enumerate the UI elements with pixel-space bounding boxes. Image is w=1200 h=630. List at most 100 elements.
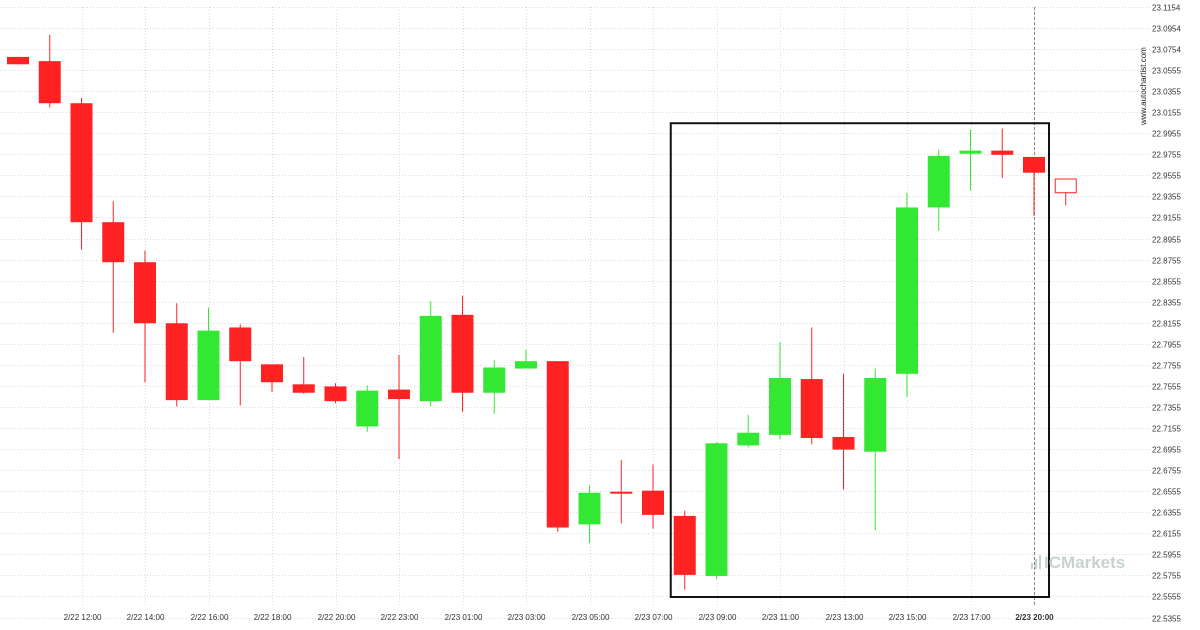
y-tick-label: 22.6555 [1152, 488, 1181, 497]
x-tick-label: 2/23 05:00 [572, 613, 610, 622]
brand-logo: ICMarkets [1031, 553, 1125, 572]
candle-body [991, 150, 1014, 155]
candle-body [959, 150, 982, 154]
y-tick-label: 22.6955 [1152, 446, 1181, 455]
y-tick-label: 22.5755 [1152, 572, 1181, 581]
x-tick-label: 2/23 03:00 [508, 613, 546, 622]
candle-body [38, 61, 61, 104]
pattern-box-layer [669, 122, 1050, 598]
candle [832, 373, 855, 490]
candle [896, 192, 918, 397]
y-tick-label: 22.9755 [1152, 151, 1181, 160]
candle-body [356, 390, 379, 427]
candle [737, 414, 760, 448]
candle [800, 327, 823, 445]
y-tick-label: 22.5955 [1152, 551, 1181, 560]
y-tick-label: 22.8955 [1152, 236, 1181, 245]
y-tick-label: 22.8355 [1152, 299, 1181, 308]
x-tick-label: 2/22 12:00 [64, 613, 102, 622]
candle-body [451, 314, 474, 393]
candle [483, 360, 506, 414]
candle-body [515, 361, 537, 369]
x-tick-label: 2/23 17:00 [953, 613, 991, 622]
candle [261, 364, 283, 392]
y-tick-label: 22.5355 [1152, 615, 1181, 624]
candle-body [546, 361, 569, 528]
candle-body [483, 367, 506, 393]
pattern-box [669, 122, 1050, 598]
candle-body [1023, 156, 1045, 173]
y-tick-label: 22.6355 [1152, 509, 1181, 518]
candle [388, 354, 410, 460]
grid-lines [0, 7, 1150, 619]
axis-labels: 23.1154 23.0954 23.0754 23.0555 23.0355 23.01… [64, 4, 1182, 624]
candle [991, 128, 1014, 178]
candle-body [927, 155, 950, 208]
candle [38, 34, 61, 108]
x-tick-label: 2/23 11:00 [762, 613, 800, 622]
candle [1023, 156, 1045, 216]
y-tick-label: 22.6755 [1152, 467, 1181, 476]
candle [165, 303, 188, 407]
candle [578, 485, 601, 544]
candle-body [705, 443, 728, 576]
x-tick-label: 2/22 16:00 [191, 613, 229, 622]
candle [769, 342, 791, 440]
x-tick-label: 2/23 07:00 [635, 613, 673, 622]
candle [70, 97, 93, 250]
candle-body [864, 378, 887, 452]
y-tick-label: 22.8155 [1152, 320, 1181, 329]
bars-icon [1031, 555, 1041, 569]
candle-body [70, 103, 93, 223]
y-tick-label: 23.0555 [1152, 67, 1181, 76]
candle-body [642, 490, 664, 515]
candle-body [229, 327, 252, 362]
candle-body [578, 492, 601, 525]
candle-body [197, 330, 220, 401]
y-tick-label: 22.8555 [1152, 278, 1181, 287]
candle [864, 368, 887, 531]
y-tick-label: 23.0155 [1152, 109, 1181, 118]
y-tick-label: 22.7955 [1152, 341, 1181, 350]
candle [927, 149, 950, 231]
candle [7, 56, 29, 65]
candle [705, 442, 728, 580]
candle-body [165, 323, 188, 401]
x-tick-label: 2/23 09:00 [699, 613, 737, 622]
y-tick-label: 22.9155 [1152, 214, 1181, 223]
candle [959, 129, 982, 191]
candle-body [134, 262, 156, 324]
candle-body [769, 378, 791, 435]
y-tick-label: 22.8755 [1152, 257, 1181, 266]
y-tick-label: 22.5555 [1152, 593, 1181, 602]
candle [134, 250, 156, 383]
candle [673, 510, 696, 590]
candles [7, 34, 1077, 590]
y-tick-label: 23.1154 [1152, 4, 1181, 13]
candle [1054, 178, 1077, 206]
candle-body [261, 364, 283, 383]
candle [419, 301, 442, 407]
candle-body [388, 389, 410, 400]
y-tick-label: 22.9555 [1152, 172, 1181, 181]
candle-body [324, 386, 347, 402]
y-tick-label: 23.0954 [1152, 25, 1181, 34]
y-tick-label: 23.0355 [1152, 88, 1181, 97]
candle [229, 324, 252, 406]
candle-body [102, 222, 125, 263]
y-tick-label: 22.6155 [1152, 530, 1181, 539]
candle [610, 460, 633, 524]
candle [546, 361, 569, 532]
x-tick-label: 2/23 13:00 [826, 613, 864, 622]
candle [642, 464, 664, 529]
x-tick-label: 2/23 20:00 [1015, 613, 1054, 622]
candle [451, 295, 474, 412]
candle-body [292, 384, 315, 393]
candle-body [7, 56, 29, 65]
y-tick-label: 22.9355 [1152, 193, 1181, 202]
x-tick-label: 2/22 14:00 [127, 613, 165, 622]
x-tick-label: 2/23 15:00 [889, 613, 927, 622]
candle-body [1054, 178, 1077, 194]
watermark: www.autochartist.com [1139, 47, 1148, 126]
